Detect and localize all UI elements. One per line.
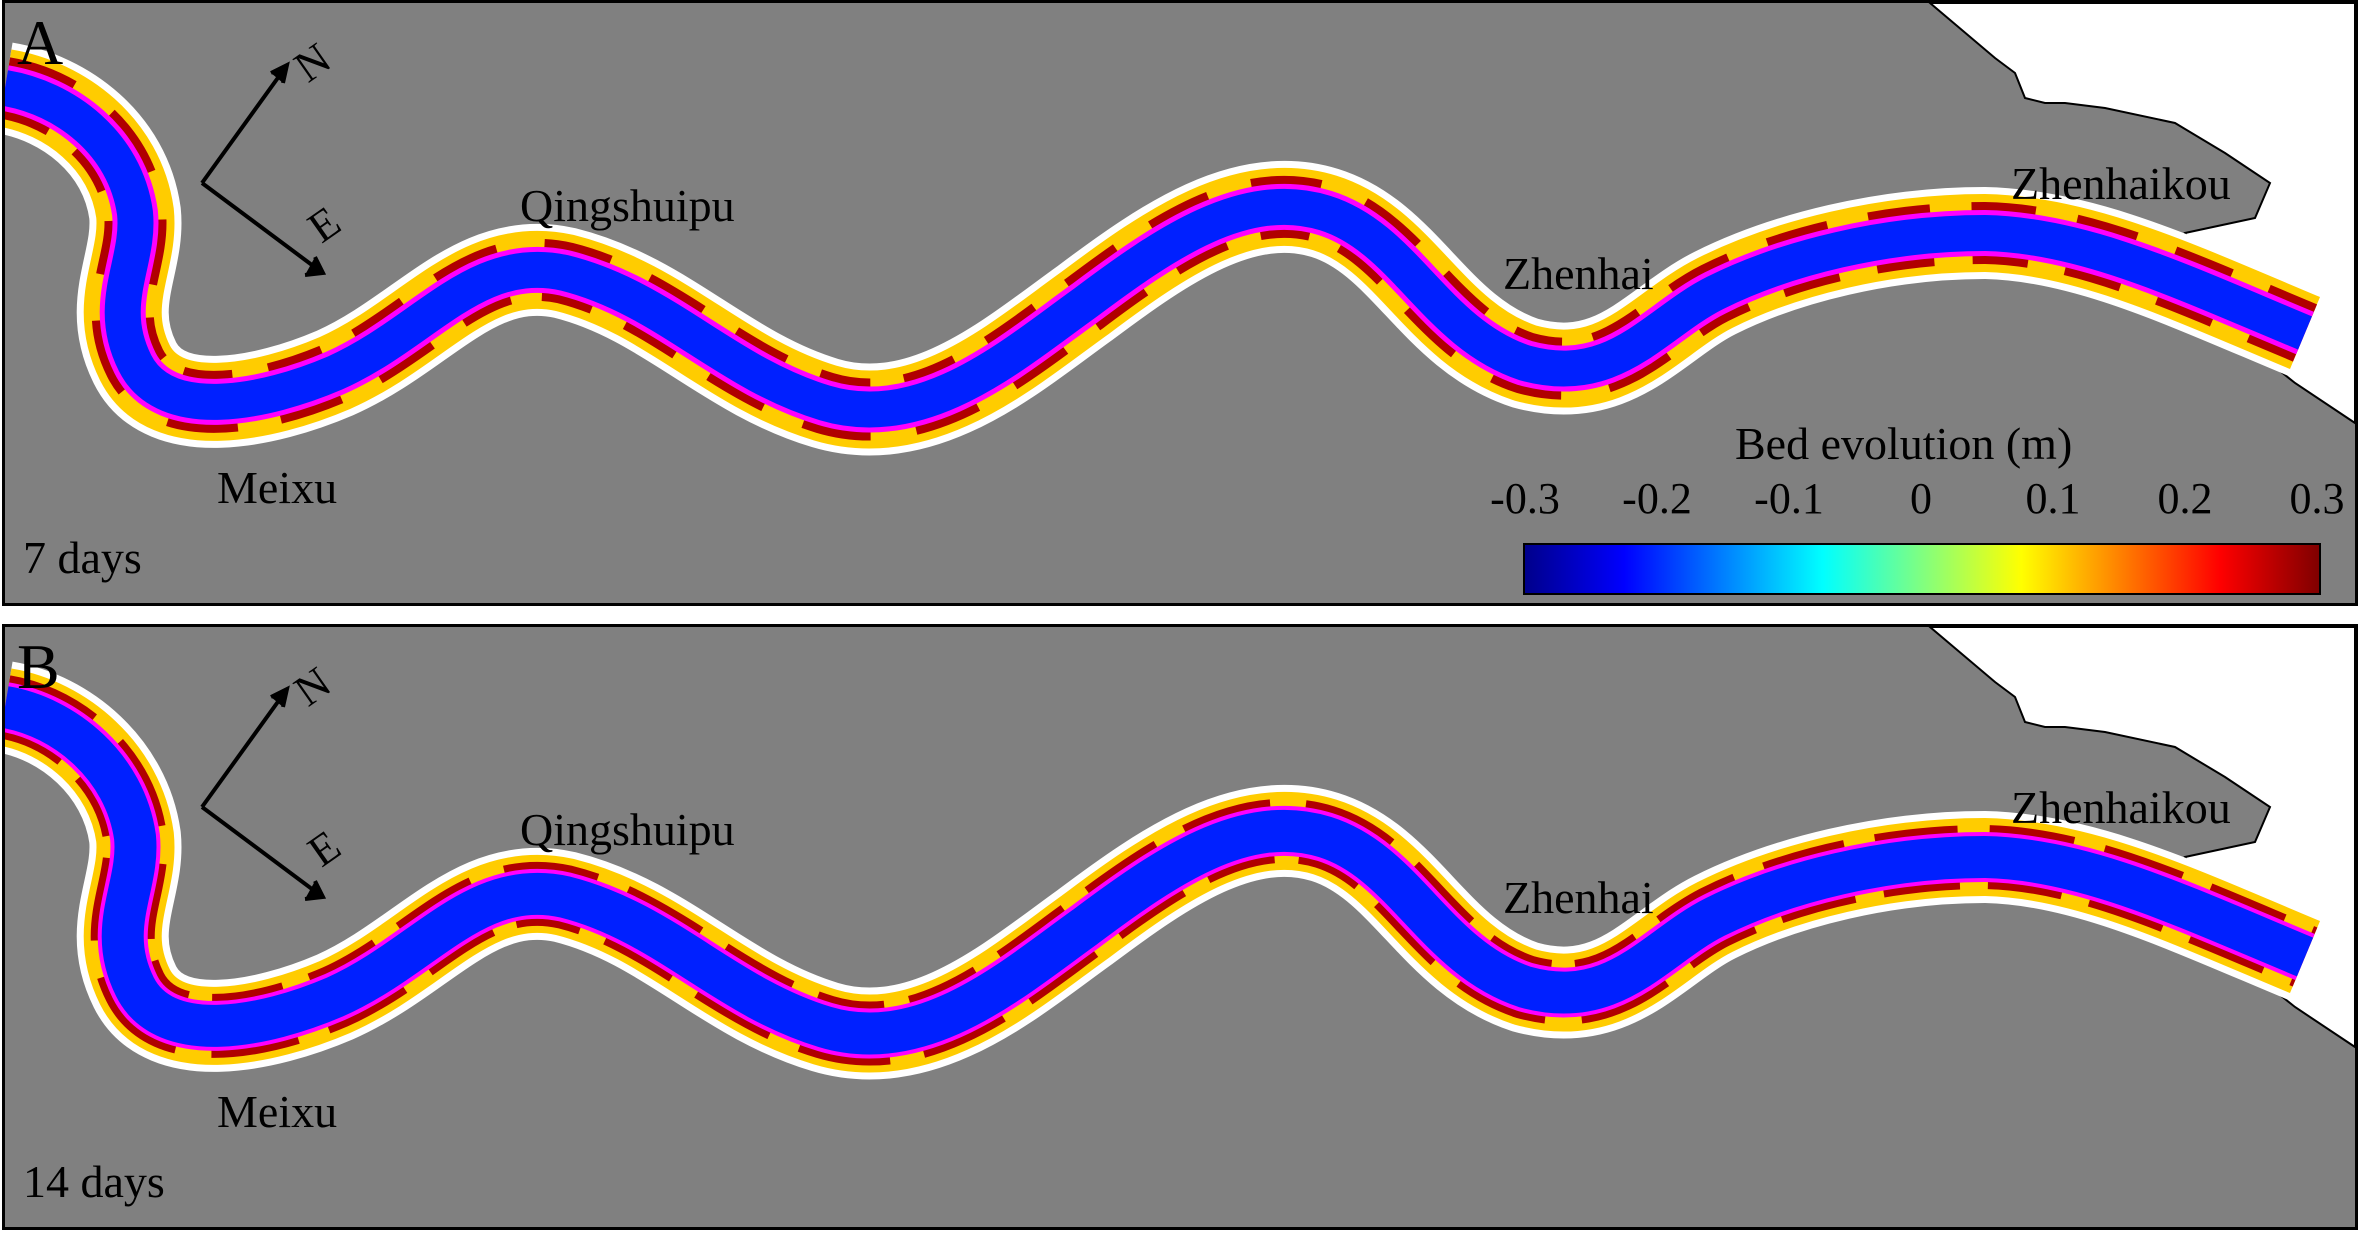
colorbar-tick: 0.2 [2157,474,2213,523]
river-map-a [5,3,2355,456]
map-panel-a: A N E Qingshuipu Meixu Zhenhai Zhenhaiko… [2,0,2358,606]
colorbar-tick: 0 [1910,474,1932,523]
colorbar [1523,543,2321,595]
erosion-channel [5,70,2312,428]
north-arrow [200,685,327,901]
panel-letter: A [17,7,64,78]
colorbar-title: Bed evolution (m) [1735,418,2073,469]
place-zhenhai: Zhenhai [1503,872,1654,923]
place-qingshuipu: Qingshuipu [520,804,735,855]
river-map-b [5,627,2355,1080]
time-label: 14 days [23,1156,165,1207]
panel-letter: B [17,631,60,702]
erosion-channel [5,686,2314,1055]
place-meixu: Meixu [217,1086,338,1137]
colorbar-tick: -0.1 [1754,474,1824,523]
colorbar-tick: -0.3 [1490,474,1560,523]
place-zhenhai: Zhenhai [1503,248,1654,299]
north-arrow [200,61,327,277]
time-label: 7 days [23,532,142,583]
colorbar-tick: 0.1 [2025,474,2081,523]
place-zhenhaikou: Zhenhaikou [2011,158,2231,209]
map-panel-b: B N E Qingshuipu Meixu Zhenhai Zhenhaiko… [2,624,2358,1230]
colorbar-tick: -0.2 [1622,474,1692,523]
place-qingshuipu: Qingshuipu [520,180,735,231]
place-meixu: Meixu [217,462,338,513]
place-zhenhaikou: Zhenhaikou [2011,782,2231,833]
colorbar-tick: 0.3 [2289,474,2345,523]
